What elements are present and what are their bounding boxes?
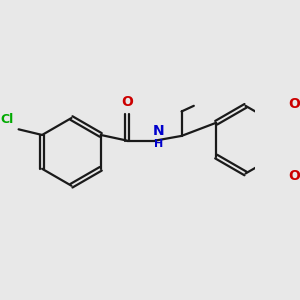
Text: O: O bbox=[121, 95, 133, 109]
Text: N: N bbox=[153, 124, 165, 138]
Text: O: O bbox=[289, 169, 300, 183]
Text: H: H bbox=[154, 139, 164, 149]
Text: O: O bbox=[289, 97, 300, 110]
Text: Cl: Cl bbox=[1, 113, 14, 127]
